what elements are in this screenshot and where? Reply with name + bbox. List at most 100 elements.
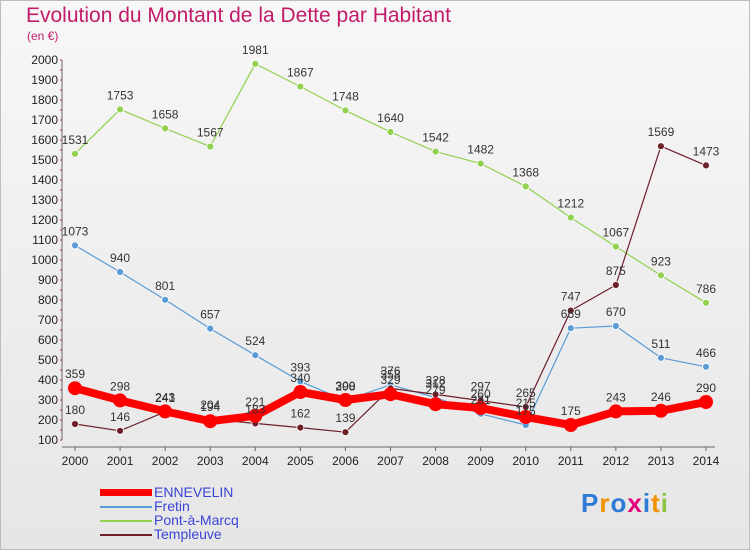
data-label: 243 <box>155 390 175 404</box>
x-tick-label: 2006 <box>332 454 359 468</box>
x-tick-label: 2011 <box>558 454 584 468</box>
data-point <box>699 395 713 409</box>
data-label: 1368 <box>512 165 539 179</box>
logo-letter: i <box>642 488 652 518</box>
data-point <box>518 410 533 424</box>
legend-label: Pont-à-Marcq <box>154 512 239 528</box>
x-tick-label: 2014 <box>693 454 720 468</box>
x-tick-label: 2002 <box>152 454 179 468</box>
data-label: 1640 <box>377 111 404 125</box>
data-point <box>653 403 668 418</box>
x-tick-label: 2001 <box>107 454 134 468</box>
data-point <box>116 105 124 114</box>
data-point <box>611 281 620 289</box>
data-point <box>296 423 305 432</box>
data-label: 1569 <box>648 125 675 139</box>
data-label: 194 <box>200 400 220 414</box>
series-ennevelin <box>68 381 713 432</box>
y-tick-label: 300 <box>38 393 58 407</box>
data-point <box>428 397 443 412</box>
y-tick-label: 100 <box>38 433 58 447</box>
data-point <box>657 142 665 151</box>
data-label: 670 <box>606 305 626 319</box>
data-label: 260 <box>471 387 491 401</box>
legend-label: Templeuve <box>154 526 222 542</box>
data-point <box>566 306 575 315</box>
data-label: 747 <box>561 290 581 304</box>
data-label: 1473 <box>693 144 720 158</box>
y-tick-label: 1300 <box>31 193 58 207</box>
legend-swatch <box>100 489 152 496</box>
data-point <box>657 271 665 280</box>
y-tick-label: 1900 <box>31 73 58 87</box>
data-point <box>71 420 79 428</box>
data-label: 328 <box>426 373 446 387</box>
data-point <box>116 426 124 435</box>
data-point <box>608 404 623 419</box>
data-label: 1748 <box>332 89 359 103</box>
x-tick-label: 2013 <box>648 454 675 468</box>
data-label: 657 <box>200 308 220 322</box>
logo-letter: o <box>610 488 628 518</box>
x-tick-label: 2009 <box>467 454 494 468</box>
data-point <box>341 106 350 115</box>
y-tick-label: 800 <box>38 293 58 307</box>
data-label: 297 <box>471 380 491 394</box>
legend-swatch <box>100 520 152 522</box>
data-label: 243 <box>606 390 626 404</box>
data-point <box>611 242 620 251</box>
data-label: 466 <box>696 346 716 360</box>
data-label: 801 <box>155 279 175 293</box>
logo-letter: r <box>599 488 611 518</box>
data-point <box>611 322 620 330</box>
y-tick-label: 1500 <box>31 153 58 167</box>
legend-label: Fretin <box>154 498 190 514</box>
data-label: 1542 <box>422 131 449 145</box>
data-point <box>521 182 530 191</box>
data-label: 204 <box>200 398 220 412</box>
x-tick-label: 2007 <box>377 454 404 468</box>
series-layer <box>68 59 713 437</box>
data-label: 1567 <box>197 126 224 140</box>
data-label: 221 <box>245 395 265 409</box>
data-point <box>657 353 665 362</box>
y-tick-label: 1100 <box>32 233 58 247</box>
x-tick-label: 2012 <box>603 454 630 468</box>
data-point <box>116 268 124 276</box>
y-tick-label: 1600 <box>31 133 58 147</box>
data-label: 1067 <box>603 226 630 240</box>
data-point <box>161 295 170 304</box>
data-point <box>383 387 398 402</box>
x-tick-label: 2004 <box>242 454 269 468</box>
data-point <box>71 241 79 250</box>
data-point <box>293 385 308 399</box>
data-point <box>161 124 170 133</box>
chart-subtitle: (en €) <box>27 29 59 43</box>
data-label: 298 <box>110 379 130 393</box>
logo-letter: x <box>627 488 643 518</box>
data-label: 139 <box>335 411 355 425</box>
data-label: 231 <box>471 393 491 407</box>
legend-swatch <box>100 506 152 508</box>
data-labels-layer: 1531 1753 1658 1567 1981 1867 1748 1640 1542 1482… <box>62 43 720 425</box>
data-point <box>702 362 710 371</box>
data-point <box>386 128 395 136</box>
data-point <box>206 142 215 151</box>
data-point <box>296 377 305 386</box>
x-tick-label: 2005 <box>287 454 314 468</box>
data-label: 180 <box>65 403 85 417</box>
data-point <box>158 404 173 419</box>
data-point <box>341 428 350 437</box>
data-label: 215 <box>516 396 536 410</box>
y-tick-label: 400 <box>38 373 58 387</box>
y-tick-label: 1000 <box>31 253 58 267</box>
y-tick-label: 600 <box>38 333 58 347</box>
x-tick-label: 2008 <box>422 454 449 468</box>
data-label: 298 <box>335 379 355 393</box>
data-point <box>68 381 82 396</box>
data-point <box>251 59 260 68</box>
data-point <box>338 393 353 407</box>
data-label: 146 <box>110 410 130 424</box>
data-point <box>203 414 218 429</box>
